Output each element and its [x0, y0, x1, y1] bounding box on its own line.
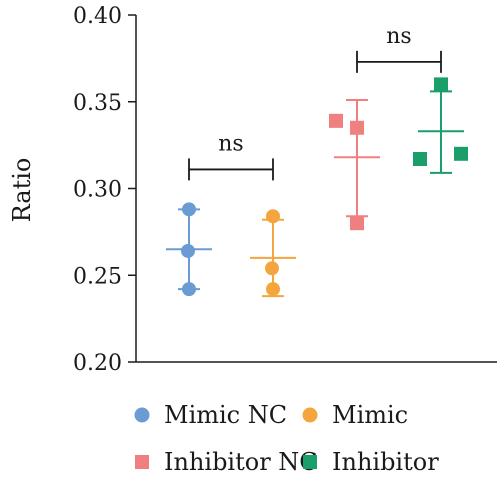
data-point	[265, 261, 279, 276]
significance-label: ns	[386, 24, 411, 49]
data-point	[434, 77, 448, 92]
series-mimic	[250, 209, 296, 298]
legend-marker	[302, 407, 318, 423]
data-point	[266, 209, 280, 224]
series-group	[166, 77, 468, 298]
legend-label: Inhibitor	[332, 448, 439, 476]
legend-item: Inhibitor	[303, 448, 439, 476]
data-point	[350, 120, 364, 135]
y-tick-label: 0.40	[73, 4, 122, 29]
y-tick-label: 0.30	[73, 178, 122, 203]
legend-item: Mimic	[302, 401, 408, 429]
y-tick-label: 0.20	[73, 351, 122, 376]
data-point	[454, 146, 468, 161]
legend-item: Mimic NC	[134, 401, 287, 429]
series-inhibitor	[413, 77, 468, 174]
data-point	[182, 202, 196, 217]
significance-bracket: ns	[356, 24, 442, 73]
data-point	[329, 113, 343, 128]
legend-marker	[134, 407, 150, 423]
data-point	[181, 243, 195, 258]
data-point	[413, 152, 427, 167]
significance-label: ns	[218, 131, 243, 156]
data-point	[266, 282, 280, 297]
legend: Mimic NC Mimic Inhibitor NC Inhibitor	[134, 401, 439, 476]
significance-annotations: ns ns	[188, 24, 442, 181]
series-mimic-nc	[166, 202, 212, 297]
significance-bracket: ns	[188, 131, 274, 181]
legend-item: Inhibitor NC	[135, 448, 318, 476]
y-tick-label: 0.25	[73, 264, 122, 289]
legend-marker	[303, 455, 317, 469]
y-axis: 0.20 0.25 0.30 0.35 0.40	[73, 4, 497, 376]
legend-label: Mimic NC	[164, 401, 287, 429]
y-axis-label: Ratio	[8, 158, 36, 223]
legend-label: Mimic	[332, 401, 408, 429]
y-tick-label: 0.35	[73, 91, 122, 116]
legend-label: Inhibitor NC	[164, 448, 318, 476]
legend-marker	[135, 455, 149, 469]
y-axis-label-group: Ratio	[8, 158, 36, 223]
series-inhibitor-nc	[329, 99, 380, 231]
data-point	[182, 282, 196, 297]
data-point	[350, 216, 364, 231]
